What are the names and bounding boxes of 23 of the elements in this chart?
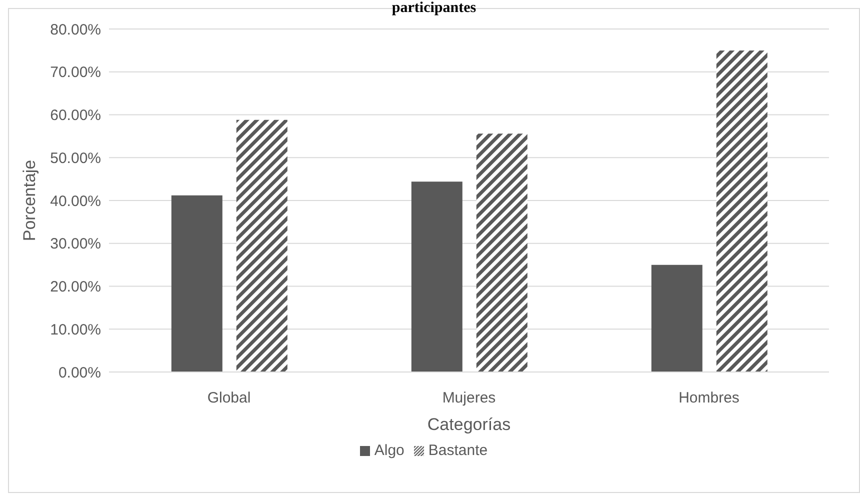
y-tick-label: 0.00% <box>58 364 101 382</box>
y-tick-label: 30.00% <box>50 236 101 253</box>
bar <box>476 134 528 372</box>
legend-label: Bastante <box>428 442 488 459</box>
y-tick-label: 20.00% <box>50 278 101 296</box>
x-tick-label: Hombres <box>678 390 740 407</box>
bar <box>716 50 768 372</box>
bar <box>171 195 222 372</box>
x-axis-title: Categorías <box>427 415 511 434</box>
bar <box>651 264 702 372</box>
y-tick-label: 10.00% <box>50 321 101 338</box>
y-tick-label: 50.00% <box>50 150 101 167</box>
legend-label: Algo <box>374 442 404 459</box>
y-tick-label: 80.00% <box>50 21 101 38</box>
bar <box>411 182 462 372</box>
x-tick-label: Mujeres <box>442 390 496 407</box>
bar <box>236 120 288 372</box>
x-tick-label: Global <box>207 390 251 407</box>
y-tick-label: 60.00% <box>50 107 101 124</box>
y-tick-label: 70.00% <box>50 64 101 82</box>
y-axis-title: Porcentaje <box>20 160 40 242</box>
chart-title: participantes <box>390 0 478 16</box>
y-tick-label: 40.00% <box>50 192 101 210</box>
